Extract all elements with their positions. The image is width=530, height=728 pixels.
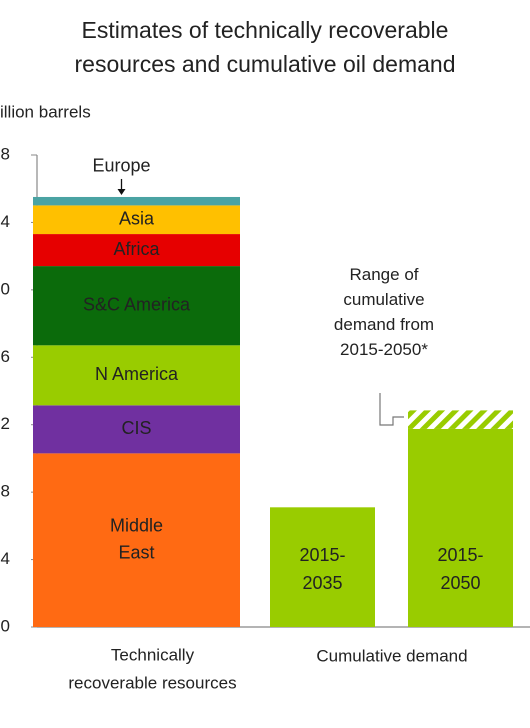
bar bbox=[408, 428, 513, 627]
arrow-head bbox=[117, 188, 126, 195]
y-axis-label: illion barrels bbox=[0, 102, 91, 121]
y-tick-label: 2 bbox=[1, 414, 10, 433]
bar-segment bbox=[33, 234, 240, 267]
y-tick-label: 0 bbox=[1, 616, 10, 635]
segment-label: CIS bbox=[121, 418, 151, 438]
segment-label: Europe bbox=[92, 156, 150, 176]
x-category-label: Technically bbox=[111, 645, 195, 664]
segment-label: East bbox=[118, 542, 154, 562]
bar-label: 2050 bbox=[440, 573, 480, 593]
bar-segment bbox=[33, 345, 240, 406]
bar-label: 2035 bbox=[302, 573, 342, 593]
annotation: cumulative bbox=[343, 290, 424, 309]
annotation: 2015-2050* bbox=[340, 340, 428, 359]
bar-label: 2015- bbox=[437, 545, 483, 565]
range-bracket bbox=[379, 393, 404, 426]
x-category-label: recoverable resources bbox=[68, 673, 236, 692]
bar-segment bbox=[33, 196, 240, 206]
bar-segment bbox=[33, 266, 240, 346]
segment-label: S&C America bbox=[83, 294, 191, 314]
segment-label: Middle bbox=[110, 515, 163, 535]
chart-title: resources and cumulative oil demand bbox=[75, 51, 456, 77]
bar-label: 2015- bbox=[299, 545, 345, 565]
annotation: Range of bbox=[350, 265, 419, 284]
y-tick-label: 4 bbox=[1, 212, 10, 231]
chart-title: Estimates of technically recoverable bbox=[82, 17, 449, 43]
segment-label: N America bbox=[95, 364, 179, 384]
y-tick-label: 0 bbox=[1, 279, 10, 298]
y-tick-label: 8 bbox=[1, 144, 10, 163]
segment-label: Africa bbox=[113, 239, 160, 259]
segment-label: Asia bbox=[119, 208, 155, 228]
y-tick-label: 8 bbox=[1, 482, 10, 501]
y-tick-label: 4 bbox=[1, 549, 10, 568]
range-segment bbox=[408, 410, 513, 429]
bar bbox=[270, 507, 375, 627]
bar-segment bbox=[33, 205, 240, 235]
annotation: demand from bbox=[334, 315, 434, 334]
bar-segment bbox=[33, 453, 240, 627]
bar-segment bbox=[33, 405, 240, 454]
x-category-label: Cumulative demand bbox=[316, 646, 467, 665]
y-tick-label: 6 bbox=[1, 347, 10, 366]
